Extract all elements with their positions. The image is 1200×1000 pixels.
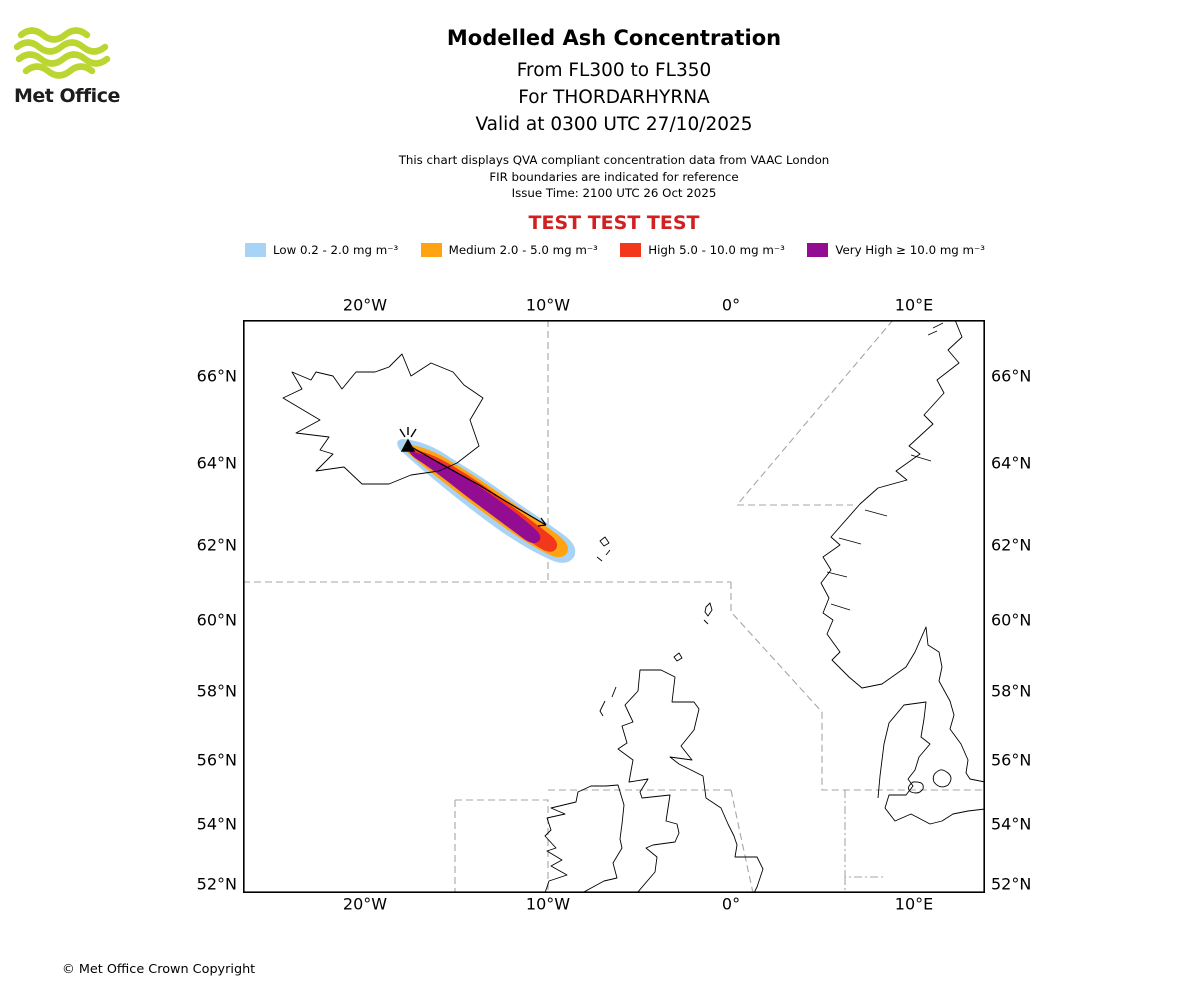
norway-fjords (826, 322, 944, 611)
coastlines (282, 320, 985, 893)
lat-tick-right: 66°N (991, 366, 1032, 386)
qva-compliance-note: This chart displays QVA compliant concen… (398, 153, 830, 167)
lat-tick-right: 58°N (991, 681, 1032, 701)
ash-very-high-area (409, 451, 541, 544)
lat-tick-left: 64°N (196, 453, 237, 473)
flight-level-subtitle: From FL300 to FL350 (516, 60, 712, 81)
volcano-icon (399, 427, 417, 452)
fir-boundary-lines (243, 320, 985, 893)
legend-item-medium: Medium 2.0 - 5.0 mg m⁻³ (420, 243, 598, 257)
issue-time: Issue Time: 2100 UTC 26 Oct 2025 (511, 186, 717, 200)
logo-wave-4 (22, 63, 96, 79)
met-office-logo: Met Office (14, 26, 144, 107)
test-banner: TEST TEST TEST (528, 211, 700, 234)
legend-label-medium: Medium 2.0 - 5.0 mg m⁻³ (448, 243, 598, 257)
scandinavia-coastline (820, 320, 985, 783)
lon-tick-top: 20°W (342, 295, 388, 315)
lat-tick-left: 60°N (196, 610, 237, 630)
chart-title: Modelled Ash Concentration (446, 26, 782, 50)
great-britain-coastline (617, 669, 764, 893)
lat-tick-left: 62°N (196, 535, 237, 555)
ireland-coastline (544, 784, 625, 893)
lon-tick-bottom: 0° (721, 894, 741, 914)
lat-tick-right: 64°N (991, 453, 1032, 473)
small-islands (596, 536, 713, 717)
valid-time-subtitle: Valid at 0300 UTC 27/10/2025 (475, 114, 753, 135)
lat-tick-right: 56°N (991, 750, 1032, 770)
met-office-wordmark: Met Office (14, 85, 120, 107)
logo-wave-1 (17, 27, 91, 43)
legend-label-high: High 5.0 - 10.0 mg m⁻³ (648, 243, 785, 257)
lat-tick-left: 52°N (196, 874, 237, 894)
plume-centerline (407, 444, 547, 527)
map-border (243, 320, 985, 893)
lon-tick-top: 10°W (525, 295, 571, 315)
denmark-coastline (877, 701, 985, 825)
medium-swatch (420, 243, 442, 257)
legend: Low 0.2 - 2.0 mg m⁻³ Medium 2.0 - 5.0 mg… (245, 243, 985, 257)
lon-tick-bottom: 20°W (342, 894, 388, 914)
ash-map (243, 320, 985, 893)
logo-wave-3 (15, 51, 111, 67)
lat-tick-right: 60°N (991, 610, 1032, 630)
fir-reference-note: FIR boundaries are indicated for referen… (489, 169, 739, 184)
legend-label-low: Low 0.2 - 2.0 mg m⁻³ (273, 243, 399, 257)
copyright-text: © Met Office Crown Copyright (62, 962, 256, 977)
lat-tick-right: 62°N (991, 535, 1032, 555)
lon-tick-bottom: 10°E (894, 894, 934, 914)
legend-item-low: Low 0.2 - 2.0 mg m⁻³ (245, 243, 398, 257)
low-swatch (245, 243, 266, 257)
lon-tick-top: 0° (721, 295, 741, 315)
danish-islands (908, 769, 952, 794)
very-high-swatch (807, 243, 829, 257)
volcano-subtitle: For THORDARHYRNA (518, 87, 710, 108)
fir-boundary-dashdot (844, 790, 883, 893)
legend-item-high: High 5.0 - 10.0 mg m⁻³ (620, 243, 785, 257)
legend-label-very-high: Very High ≥ 10.0 mg m⁻³ (835, 243, 985, 257)
lat-tick-right: 54°N (991, 814, 1032, 834)
chart-header: Modelled Ash Concentration From FL300 to… (28, 26, 1200, 234)
fir-boundaries (243, 320, 985, 893)
lat-tick-left: 58°N (196, 681, 237, 701)
lat-tick-left: 54°N (196, 814, 237, 834)
met-office-waves-icon (14, 27, 111, 79)
logo-wave-2 (14, 39, 109, 55)
high-swatch (620, 243, 642, 257)
legend-item-very-high: Very High ≥ 10.0 mg m⁻³ (807, 243, 985, 257)
iceland-coastline (282, 353, 484, 485)
lat-tick-left: 66°N (196, 366, 237, 386)
lon-tick-top: 10°E (894, 295, 934, 315)
lon-tick-bottom: 10°W (525, 894, 571, 914)
lat-tick-right: 52°N (991, 874, 1032, 894)
lat-tick-left: 56°N (196, 750, 237, 770)
